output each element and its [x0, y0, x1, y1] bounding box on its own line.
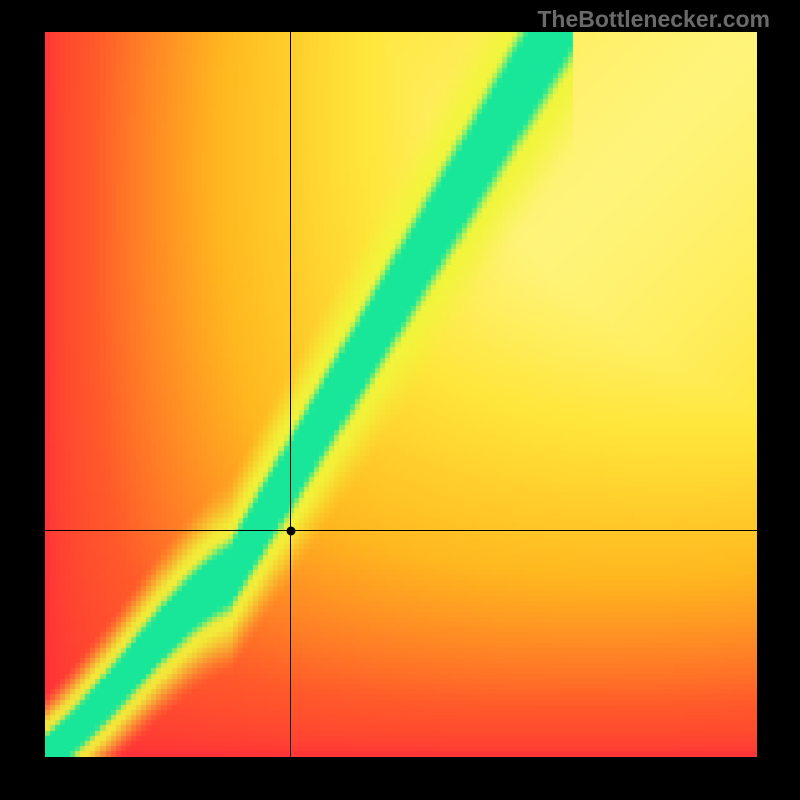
- crosshair-marker: [286, 526, 295, 535]
- heatmap-plot: [45, 32, 757, 757]
- crosshair-vertical: [290, 32, 291, 757]
- crosshair-horizontal: [45, 530, 757, 531]
- heatmap-canvas: [45, 32, 757, 757]
- watermark-text: TheBottlenecker.com: [537, 6, 770, 33]
